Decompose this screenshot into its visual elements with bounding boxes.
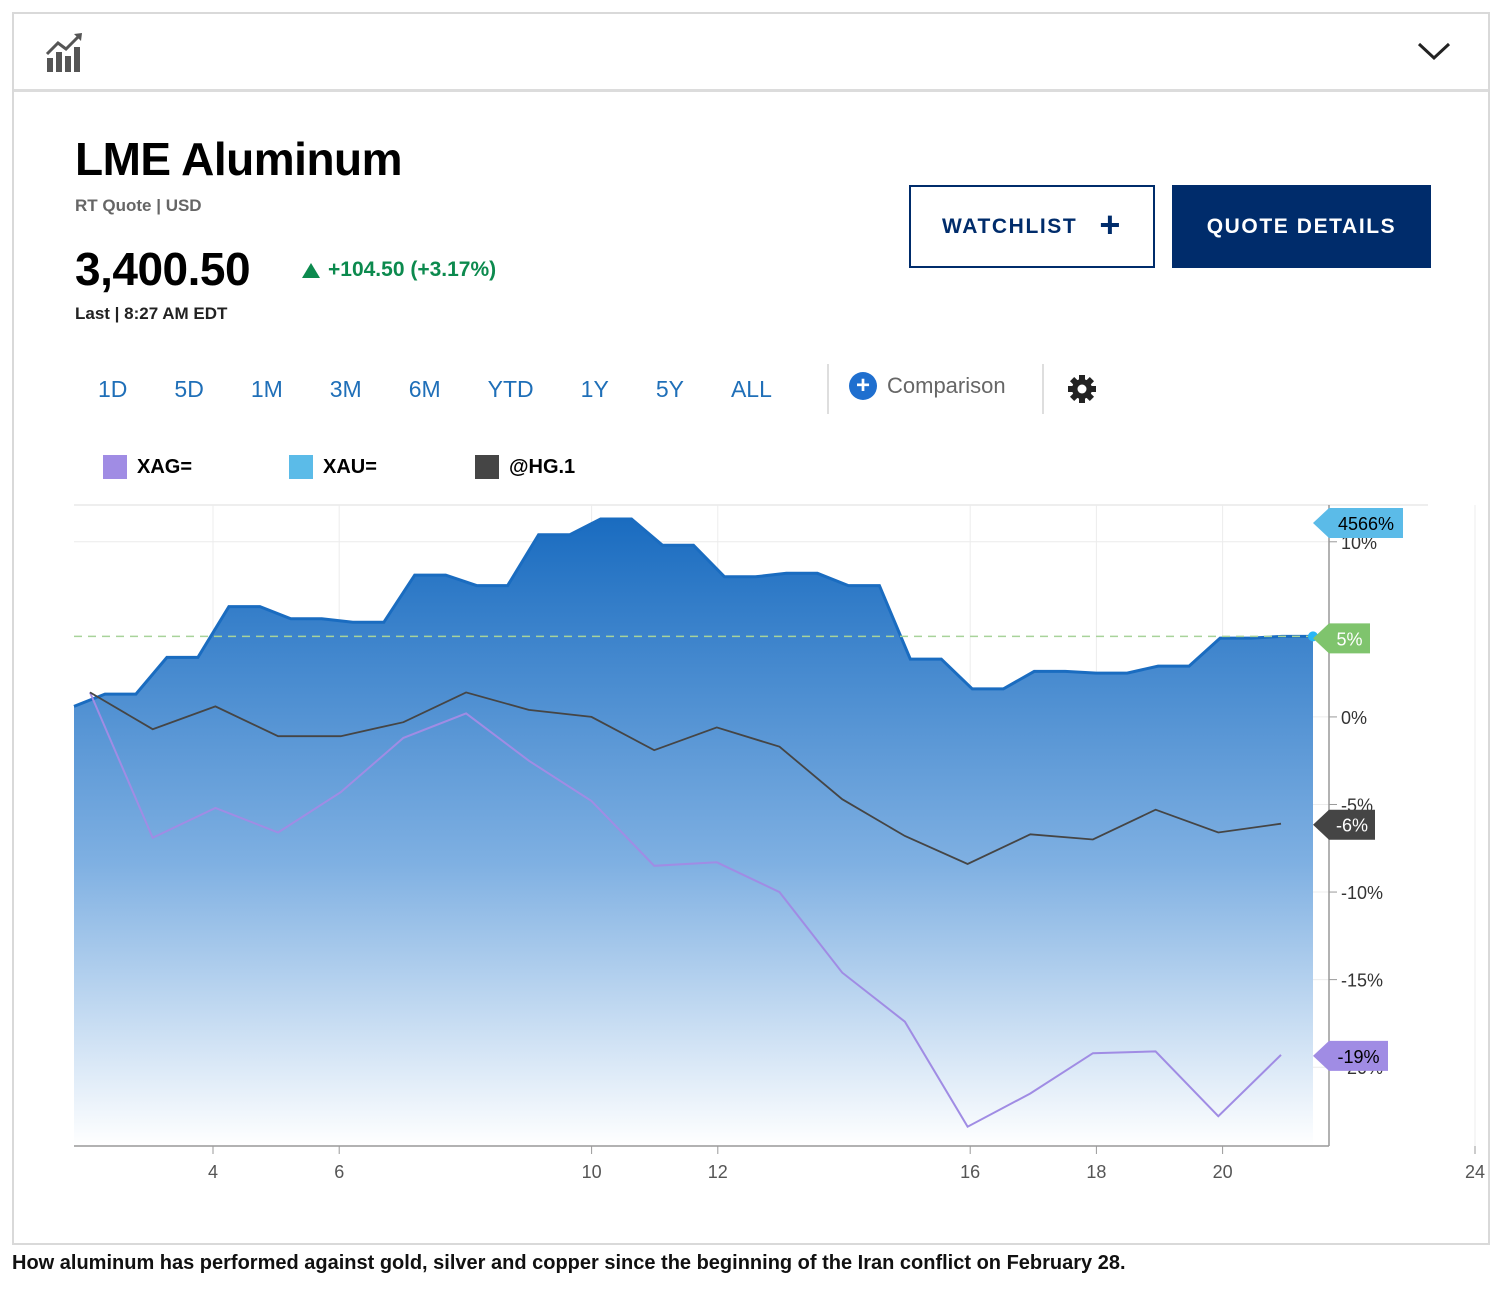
x-tick-label: 4 [208,1162,218,1182]
x-tick-label: 12 [708,1162,728,1182]
x-tick-label: 6 [334,1162,344,1182]
watchlist-label: WATCHLIST [942,214,1078,238]
x-tick-label: 16 [960,1162,980,1182]
legend-label: XAG= [137,455,193,478]
main-end-flag [1313,623,1370,654]
quote-source: RT Quote | USD [75,196,202,215]
last-update-time: Last | 8:27 AM EDT [75,304,228,323]
legend-swatch [289,455,313,479]
divider [827,364,829,414]
time-range-tabs: 1D 5D 1M 3M 6M YTD 1Y 5Y ALL [76,364,772,414]
y-tick-label: -10% [1341,883,1383,903]
plus-circle-icon: + [849,372,877,400]
xag-end-flag-label: -19% [1337,1047,1379,1067]
range-tab[interactable]: YTD [487,375,534,402]
legend-label: @HG.1 [509,455,576,478]
xau-end-flag [1313,508,1403,538]
up-arrow-icon [302,262,320,278]
series-line-xag [89,692,1282,1129]
range-tab[interactable]: 3M [329,375,362,402]
range-tab[interactable]: ALL [730,375,772,402]
quote-details-button[interactable]: QUOTE DETAILS [1172,185,1431,268]
legend-item-xau[interactable]: XAU= [289,455,377,479]
main-area [74,519,1313,1146]
plus-icon: + [1099,203,1122,245]
performance-chart: 10%0%-5%-10%-15%-20%46101216182024264566… [73,504,1485,1182]
hg-end-flag-label: -6% [1336,816,1368,836]
series-line-hg1 [89,691,1282,865]
watchlist-button[interactable]: WATCHLIST + [909,185,1155,268]
gear-icon[interactable] [1066,373,1098,405]
xau-end-flag-label: 4566% [1338,514,1394,534]
range-tab[interactable]: 1M [250,375,283,402]
last-price: 3,400.50 [75,243,251,295]
x-tick-label: 18 [1086,1162,1106,1182]
quote-details-label: QUOTE DETAILS [1206,214,1397,238]
page-title: LME Aluminum [75,133,403,185]
y-tick-label: 0% [1341,708,1367,728]
y-tick-label: -15% [1341,971,1383,991]
card-topbar [14,14,1488,92]
range-tab[interactable]: 5Y [655,375,684,402]
main-line [73,517,1313,708]
main-end-flag-label: 5% [1336,629,1362,649]
x-tick-label: 24 [1465,1162,1485,1182]
legend-swatch [103,455,127,479]
chevron-down-icon[interactable] [1414,36,1454,66]
hg-end-flag [1313,809,1375,840]
chart-caption: How aluminum has performed against gold,… [12,1252,1126,1274]
legend-item-xag[interactable]: XAG= [103,455,192,479]
x-tick-label: 10 [582,1162,602,1182]
legend-item-hg[interactable]: @HG.1 [475,455,575,479]
range-tab[interactable]: 6M [408,375,441,402]
range-tab[interactable]: 5D [174,375,204,402]
range-tab[interactable]: 1D [98,375,128,402]
price-change: +104.50 (+3.17%) [302,258,496,282]
xag-end-flag [1313,1040,1388,1071]
comparison-label: Comparison [887,373,1006,398]
bar-chart-trend-icon [44,30,88,74]
divider [1042,364,1044,414]
range-tab[interactable]: 1Y [580,375,609,402]
price-change-value: +104.50 (+3.17%) [328,258,497,281]
comparison-button[interactable]: + Comparison [849,372,1006,400]
legend-label: XAU= [323,455,377,478]
legend-swatch [475,455,499,479]
x-tick-label: 20 [1213,1162,1233,1182]
